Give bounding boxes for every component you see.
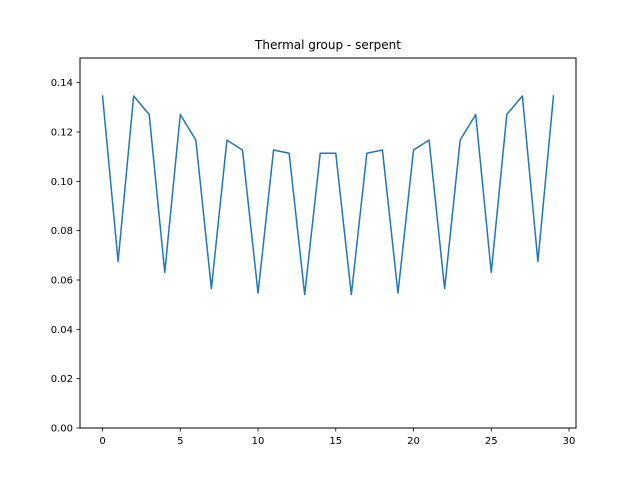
y-tick-label: 0.08 <box>51 226 73 237</box>
y-tick-label: 0.00 <box>51 424 73 435</box>
y-tick-label: 0.10 <box>51 177 73 188</box>
x-tick-label: 15 <box>329 436 342 447</box>
x-tick-label: 20 <box>407 436 420 447</box>
x-axis: 0 5 10 15 20 25 30 <box>99 428 575 447</box>
x-tick-label: 0 <box>99 436 105 447</box>
x-tick-label: 10 <box>252 436 265 447</box>
series-line-0 <box>101 95 555 296</box>
chart-title: Thermal group - serpent <box>254 38 401 52</box>
plot-area <box>101 95 555 296</box>
axes-frame <box>79 57 577 429</box>
x-tick-label: 25 <box>485 436 498 447</box>
y-tick-label: 0.06 <box>51 276 73 287</box>
y-axis: 0.00 0.02 0.04 0.06 0.08 0.10 0.12 0.14 <box>51 78 80 435</box>
y-tick-label: 0.14 <box>51 78 73 89</box>
x-tick-label: 5 <box>177 436 183 447</box>
y-tick-label: 0.12 <box>51 128 73 139</box>
y-tick-label: 0.02 <box>51 374 73 385</box>
y-tick-label: 0.04 <box>51 325 73 336</box>
x-tick-label: 30 <box>563 436 576 447</box>
